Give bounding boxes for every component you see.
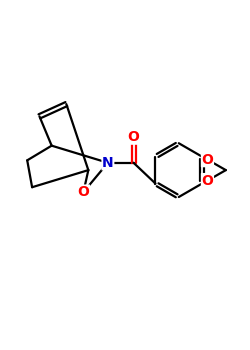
Text: O: O — [202, 174, 213, 188]
Text: N: N — [102, 156, 114, 170]
Text: O: O — [202, 153, 213, 167]
Text: O: O — [78, 185, 90, 199]
Text: O: O — [128, 130, 140, 144]
